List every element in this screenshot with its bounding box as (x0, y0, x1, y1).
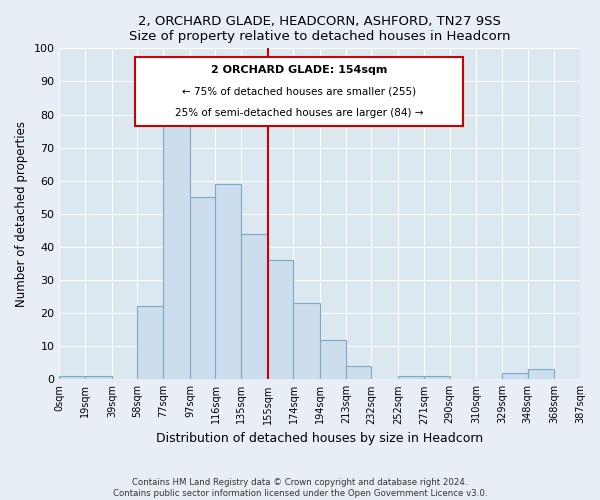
Bar (137, 306, 163, 380)
Text: 2 ORCHARD GLADE: 154sqm: 2 ORCHARD GLADE: 154sqm (211, 65, 387, 75)
Bar (424, 376, 449, 380)
Bar (85, 376, 112, 380)
FancyBboxPatch shape (135, 56, 463, 126)
Bar (163, 111, 190, 380)
Bar (346, 366, 371, 380)
Y-axis label: Number of detached properties: Number of detached properties (15, 121, 28, 307)
Bar (268, 260, 293, 380)
Text: Contains HM Land Registry data © Crown copyright and database right 2024.
Contai: Contains HM Land Registry data © Crown c… (113, 478, 487, 498)
Bar (502, 372, 527, 380)
Bar (527, 370, 554, 380)
Bar (398, 376, 424, 380)
X-axis label: Distribution of detached houses by size in Headcorn: Distribution of detached houses by size … (156, 432, 483, 445)
Bar (215, 184, 241, 380)
Bar (241, 234, 268, 380)
Bar (59, 376, 85, 380)
Text: ← 75% of detached houses are smaller (255): ← 75% of detached houses are smaller (25… (182, 86, 416, 97)
Bar (293, 303, 320, 380)
Text: 25% of semi-detached houses are larger (84) →: 25% of semi-detached houses are larger (… (175, 108, 423, 118)
Title: 2, ORCHARD GLADE, HEADCORN, ASHFORD, TN27 9SS
Size of property relative to detac: 2, ORCHARD GLADE, HEADCORN, ASHFORD, TN2… (129, 15, 511, 43)
Bar (320, 340, 346, 380)
Bar (190, 198, 215, 380)
